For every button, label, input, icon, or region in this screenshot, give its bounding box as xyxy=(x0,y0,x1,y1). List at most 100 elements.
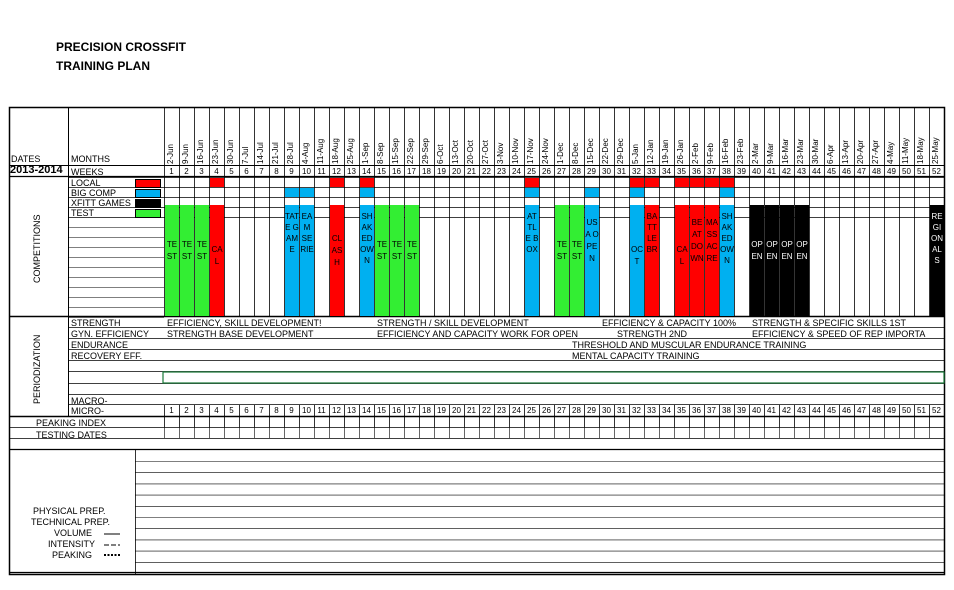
week-number: 4 xyxy=(214,167,219,176)
date-label: 18-May xyxy=(916,137,925,164)
event-label: TEST xyxy=(166,239,178,261)
micro-number: 52 xyxy=(932,406,941,415)
comp-cell xyxy=(630,188,644,197)
micro-number: 16 xyxy=(392,406,401,415)
event-label: CLASH xyxy=(331,234,343,267)
micro-number: 18 xyxy=(422,406,431,415)
week-number: 51 xyxy=(917,167,926,176)
week-number: 47 xyxy=(857,167,866,176)
event-label: OPEN xyxy=(766,239,778,261)
legend-swatch-0 xyxy=(135,179,161,188)
micro-number: 30 xyxy=(602,406,611,415)
macro-label: MACRO- xyxy=(71,396,108,406)
event-label: BATTLE BR xyxy=(646,212,658,254)
week-number: 28 xyxy=(572,167,581,176)
micro-number: 27 xyxy=(557,406,566,415)
event-bar xyxy=(795,205,809,316)
week-number: 42 xyxy=(782,167,791,176)
week-number: 43 xyxy=(797,167,806,176)
periodization-label: PERIODIZATION xyxy=(32,334,42,404)
week-number: 1 xyxy=(169,167,174,176)
micro-number: 34 xyxy=(662,406,671,415)
micro-number: 46 xyxy=(842,406,851,415)
event-label: SHAKEDOWN xyxy=(360,212,374,265)
period-text: STRENGTH / SKILL DEVELOPMENT xyxy=(377,318,529,328)
week-number: 16 xyxy=(392,167,401,176)
comp-cell xyxy=(675,178,689,187)
week-number: 36 xyxy=(692,167,701,176)
event-label: EAM SERIE xyxy=(300,212,314,254)
dates-label: DATES xyxy=(11,154,41,164)
date-label: 23-Mar xyxy=(796,138,805,164)
event-bar xyxy=(630,205,644,316)
micro-number: 40 xyxy=(752,406,761,415)
date-label: 4-Aug xyxy=(301,142,310,164)
week-number: 3 xyxy=(199,167,204,176)
event-bar xyxy=(375,205,389,316)
comp-cell xyxy=(705,178,719,187)
event-bar xyxy=(750,205,764,316)
week-number: 40 xyxy=(752,167,761,176)
date-label: 29-Sep xyxy=(421,138,430,164)
legend-swatch-1 xyxy=(135,189,161,198)
weeks-label: WEEKS xyxy=(71,167,104,177)
week-number: 46 xyxy=(842,167,851,176)
week-number: 26 xyxy=(542,167,551,176)
title-line-1: PRECISION CROSSFIT xyxy=(56,40,187,54)
date-label: 2-Mar xyxy=(751,143,760,164)
period-row-label-2: ENDURANCE xyxy=(71,340,129,350)
micro-number: 31 xyxy=(617,406,626,415)
week-number: 23 xyxy=(497,167,506,176)
legend-label-2: XFITT GAMES xyxy=(71,198,131,208)
event-bar xyxy=(705,205,719,316)
period-row-label-1: GYN. EFFICIENCY xyxy=(71,329,150,339)
micro-number: 11 xyxy=(317,406,326,415)
date-label: 15-Sep xyxy=(391,138,400,164)
micro-number: 49 xyxy=(887,406,896,415)
date-label: 9-Feb xyxy=(706,143,715,164)
week-number: 22 xyxy=(482,167,491,176)
event-bar xyxy=(780,205,794,316)
date-label: 19-Jan xyxy=(661,139,670,164)
period-text: EFFICIENCY AND CAPACITY WORK FOR OPEN xyxy=(377,329,579,339)
event-bar xyxy=(930,205,944,316)
micro-number: 28 xyxy=(572,406,581,415)
week-number: 24 xyxy=(512,167,521,176)
event-label: TEST xyxy=(391,239,403,261)
week-number: 14 xyxy=(362,167,371,176)
event-label: OPEN xyxy=(751,239,763,261)
micro-number: 6 xyxy=(244,406,249,415)
micro-number: 3 xyxy=(199,406,204,415)
event-label: TEST xyxy=(376,239,388,261)
date-label: 2-Jun xyxy=(166,143,175,164)
comp-cell xyxy=(585,188,599,197)
date-label: 29-Dec xyxy=(616,138,625,164)
comp-cell xyxy=(690,178,704,187)
week-number: 25 xyxy=(527,167,536,176)
date-label: 7-Jul xyxy=(241,146,250,164)
event-label: ATTLE BOX xyxy=(525,212,539,254)
micro-number: 38 xyxy=(722,406,731,415)
period-text: THRESHOLD AND MUSCULAR ENDURANCE TRAININ… xyxy=(572,340,807,350)
micro-number: 21 xyxy=(467,406,476,415)
week-number: 39 xyxy=(737,167,746,176)
event-label: CAL xyxy=(211,245,223,266)
micro-number: 17 xyxy=(407,406,416,415)
micro-number: 13 xyxy=(347,406,356,415)
date-label: 30-Jun xyxy=(226,139,235,164)
micro-number: 48 xyxy=(872,406,881,415)
event-label: TEST xyxy=(181,239,193,261)
micro-number: 32 xyxy=(632,406,641,415)
comp-cell xyxy=(360,178,374,187)
week-number: 20 xyxy=(452,167,461,176)
event-label: TEST xyxy=(556,239,568,261)
week-number: 41 xyxy=(767,167,776,176)
micro-number: 14 xyxy=(362,406,371,415)
week-number: 32 xyxy=(632,167,641,176)
months-label: MONTHS xyxy=(71,154,110,164)
date-label: 15-Dec xyxy=(586,138,595,164)
comp-cell xyxy=(210,178,224,187)
event-label: TEST xyxy=(571,239,583,261)
micro-number: 5 xyxy=(229,406,234,415)
event-label: OPEN xyxy=(796,239,808,261)
